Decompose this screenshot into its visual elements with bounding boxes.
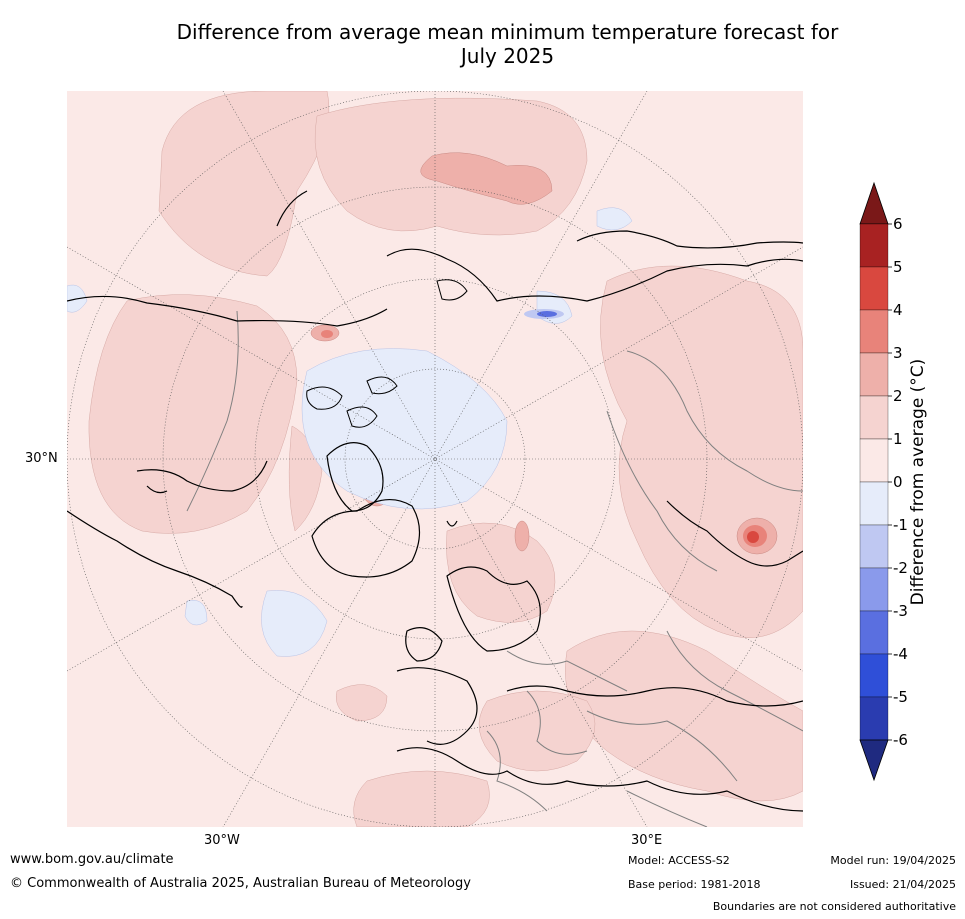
arctic-islands bbox=[306, 279, 468, 428]
colorbar-tick-label: -6 bbox=[893, 731, 908, 749]
colorbar-tick-label: 0 bbox=[893, 473, 903, 491]
colorbar-bin bbox=[859, 524, 889, 569]
colorbar-under-arrow bbox=[859, 739, 889, 782]
colorbar-tick-label: 4 bbox=[893, 301, 903, 319]
colorbar-tick-label: 1 bbox=[893, 430, 903, 448]
colorbar: 6 5 4 3 2 1 0 -1 -2 -3 -4 -5 -6 bbox=[840, 180, 965, 790]
footer-copyright: © Commonwealth of Australia 2025, Austra… bbox=[10, 876, 471, 891]
colorbar-tick-label: 3 bbox=[893, 344, 903, 362]
title-line-2: July 2025 bbox=[460, 44, 555, 68]
anomaly-0-neg1-zones bbox=[67, 207, 633, 657]
colorbar-tick-label: -5 bbox=[893, 688, 908, 706]
chart-title: Difference from average mean minimum tem… bbox=[130, 20, 885, 68]
colorbar-bin bbox=[859, 567, 889, 612]
footer-base-period: Base period: 1981-2018 bbox=[628, 878, 761, 891]
colorbar-bin bbox=[859, 610, 889, 655]
footer-model: Model: ACCESS-S2 bbox=[628, 854, 730, 867]
colorbar-tick-label: 2 bbox=[893, 387, 903, 405]
country-borders bbox=[186, 310, 803, 827]
anomaly-neg1-minus-zones bbox=[524, 309, 564, 319]
colorbar-ticks: 6 5 4 3 2 1 0 -1 -2 -3 -4 -5 -6 bbox=[888, 215, 908, 749]
colorbar-title: Difference from average (°C) bbox=[908, 358, 928, 606]
colorbar-tick-label: -2 bbox=[893, 559, 908, 577]
lat-label-30n: 30°N bbox=[25, 451, 58, 466]
forecast-map bbox=[67, 91, 803, 827]
colorbar-bin bbox=[859, 696, 889, 741]
colorbar-tick-label: 5 bbox=[893, 258, 903, 276]
footer-model-run: Model run: 19/04/2025 bbox=[830, 854, 956, 867]
footer-boundaries: Boundaries are not considered authoritat… bbox=[712, 900, 956, 913]
lon-label-30w: 30°W bbox=[204, 833, 240, 848]
colorbar-bin bbox=[859, 309, 889, 354]
colorbar-bin bbox=[859, 395, 889, 440]
coastlines bbox=[67, 190, 803, 812]
graticule bbox=[67, 91, 803, 827]
footer-url: www.bom.gov.au/climate bbox=[10, 852, 174, 867]
colorbar-bin bbox=[859, 352, 889, 397]
lon-label-30e: 30°E bbox=[631, 833, 663, 848]
colorbar-tick-label: -1 bbox=[893, 516, 908, 534]
colorbar-bin bbox=[859, 266, 889, 311]
colorbar-tick-label: -3 bbox=[893, 602, 908, 620]
colorbar-tick-label: 6 bbox=[893, 215, 903, 233]
colorbar-bin bbox=[859, 223, 889, 268]
colorbar-bin bbox=[859, 438, 889, 483]
footer-issued: Issued: 21/04/2025 bbox=[849, 878, 956, 891]
colorbar-bin bbox=[859, 653, 889, 698]
title-line-1: Difference from average mean minimum tem… bbox=[176, 20, 839, 44]
anomaly-3-plus-zones bbox=[321, 330, 767, 547]
colorbar-over-arrow bbox=[859, 181, 889, 225]
colorbar-bin bbox=[859, 481, 889, 526]
colorbar-tick-label: -4 bbox=[893, 645, 908, 663]
colorbar-bins bbox=[859, 223, 889, 741]
